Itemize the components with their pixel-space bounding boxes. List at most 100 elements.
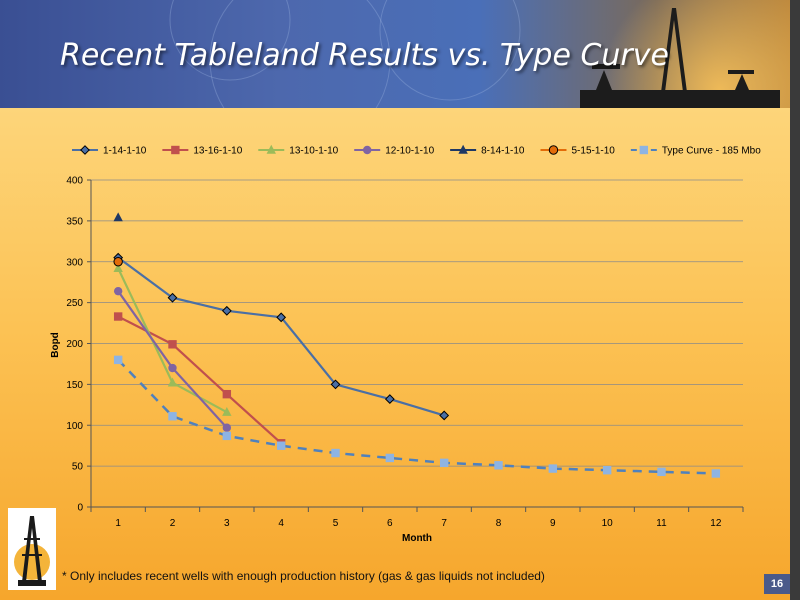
- legend-item: 12-10-1-10: [354, 145, 435, 157]
- data-point: [113, 286, 123, 296]
- x-tick-label: 6: [387, 518, 393, 529]
- x-tick-label: 12: [710, 518, 722, 529]
- data-point: [113, 355, 123, 365]
- data-point: [222, 423, 232, 432]
- chart-series: [113, 212, 721, 478]
- data-point: [548, 464, 558, 473]
- legend-label: 1-14-1-10: [103, 146, 147, 157]
- chart-legend: 1-14-1-10 13-16-1-10 13-10-1-10 12-10-1-10 8…: [72, 144, 761, 157]
- footnote: * Only includes recent wells with enough…: [62, 569, 545, 583]
- x-tick-label: 1: [115, 518, 121, 529]
- data-point: [168, 340, 177, 349]
- data-point: [711, 469, 721, 478]
- x-tick-label: 2: [170, 518, 176, 529]
- legend-label: 13-10-1-10: [289, 146, 338, 157]
- y-tick-label: 150: [66, 380, 83, 391]
- slide-body: [0, 108, 800, 600]
- legend-label: 13-16-1-10: [193, 146, 242, 157]
- y-tick-label: 250: [66, 298, 83, 309]
- banner-artwork: [169, 0, 800, 108]
- data-point: [439, 410, 450, 421]
- y-tick-label: 350: [66, 216, 83, 227]
- x-tick-label: 10: [602, 518, 614, 529]
- page-number: 16: [764, 574, 790, 594]
- y-tick-label: 200: [66, 339, 83, 350]
- y-tick-label: 300: [66, 257, 83, 268]
- x-tick-label: 7: [441, 518, 447, 529]
- series-line: [117, 290, 228, 429]
- x-tick-label: 5: [333, 518, 339, 529]
- legend-item: Type Curve - 185 Mbo: [630, 145, 761, 157]
- x-tick-label: 9: [550, 518, 556, 529]
- data-point: [222, 406, 232, 416]
- title-banner: Recent Tableland Results vs. Type Curve: [0, 0, 800, 108]
- series-8-14-1-10: [113, 212, 123, 222]
- data-point: [168, 363, 177, 373]
- data-point: [222, 431, 232, 441]
- legend-item: 8-14-1-10: [450, 144, 525, 157]
- legend-item: 13-16-1-10: [162, 145, 243, 157]
- production-chart: 1-14-1-10 13-16-1-10 13-10-1-10 12-10-1-10 8…: [50, 144, 761, 544]
- data-point: [167, 292, 178, 303]
- series-type-curve-185-mbo: [113, 355, 721, 478]
- legend-label: 8-14-1-10: [481, 146, 525, 157]
- legend-marker: [548, 145, 559, 155]
- legend-item: 1-14-1-10: [72, 145, 147, 157]
- series-13-16-1-10: [113, 312, 286, 448]
- legend-marker: [363, 145, 372, 155]
- series-line: [117, 256, 445, 417]
- y-tick-label: 50: [72, 462, 84, 473]
- data-point: [168, 412, 177, 421]
- data-point: [113, 257, 123, 267]
- logo-derrick-icon: [14, 516, 50, 586]
- data-point: [113, 212, 123, 222]
- legend-item: 13-10-1-10: [258, 144, 339, 157]
- data-point: [113, 263, 123, 272]
- series-12-10-1-10: [113, 286, 232, 432]
- chart-gridlines: [91, 179, 743, 467]
- data-point: [494, 461, 503, 470]
- legend-label: 5-15-1-10: [571, 146, 615, 157]
- legend-marker: [458, 144, 468, 154]
- x-tick-label: 11: [656, 518, 667, 529]
- data-point: [167, 377, 178, 387]
- slide-edge: [790, 0, 800, 600]
- legend-marker: [80, 145, 90, 155]
- data-point: [439, 458, 449, 468]
- data-point: [276, 312, 287, 323]
- x-tick-label: 8: [496, 518, 502, 529]
- legend-marker: [266, 144, 276, 154]
- data-point: [276, 441, 286, 450]
- data-point: [330, 379, 341, 390]
- data-point: [331, 448, 340, 458]
- series-line: [117, 358, 716, 475]
- data-point: [602, 466, 612, 475]
- legend-marker: [171, 145, 180, 155]
- pumpjack-icon: [580, 64, 780, 108]
- data-point: [113, 312, 123, 321]
- y-tick-label: 0: [77, 503, 83, 514]
- data-point: [222, 389, 232, 399]
- x-tick-label: 4: [278, 518, 284, 529]
- y-tick-label: 100: [66, 421, 83, 432]
- y-tick-label: 400: [66, 176, 83, 187]
- legend-label: 12-10-1-10: [385, 146, 434, 157]
- y-axis-label: Bopd: [50, 332, 61, 358]
- data-point: [657, 467, 666, 477]
- legend-item: 5-15-1-10: [540, 145, 615, 157]
- series-13-10-1-10: [113, 263, 232, 416]
- data-point: [384, 394, 395, 404]
- x-axis-label: Month: [402, 533, 432, 544]
- x-tick-label: 3: [224, 518, 230, 529]
- slide-title: Recent Tableland Results vs. Type Curve: [60, 38, 669, 73]
- series-1-14-1-10: [113, 252, 450, 421]
- legend-marker: [639, 145, 649, 155]
- legend-label: Type Curve - 185 Mbo: [662, 146, 761, 157]
- series-line: [117, 315, 282, 445]
- series-5-15-1-10: [113, 257, 123, 267]
- data-point: [221, 305, 232, 316]
- company-logo: [8, 508, 56, 590]
- data-point: [385, 453, 395, 463]
